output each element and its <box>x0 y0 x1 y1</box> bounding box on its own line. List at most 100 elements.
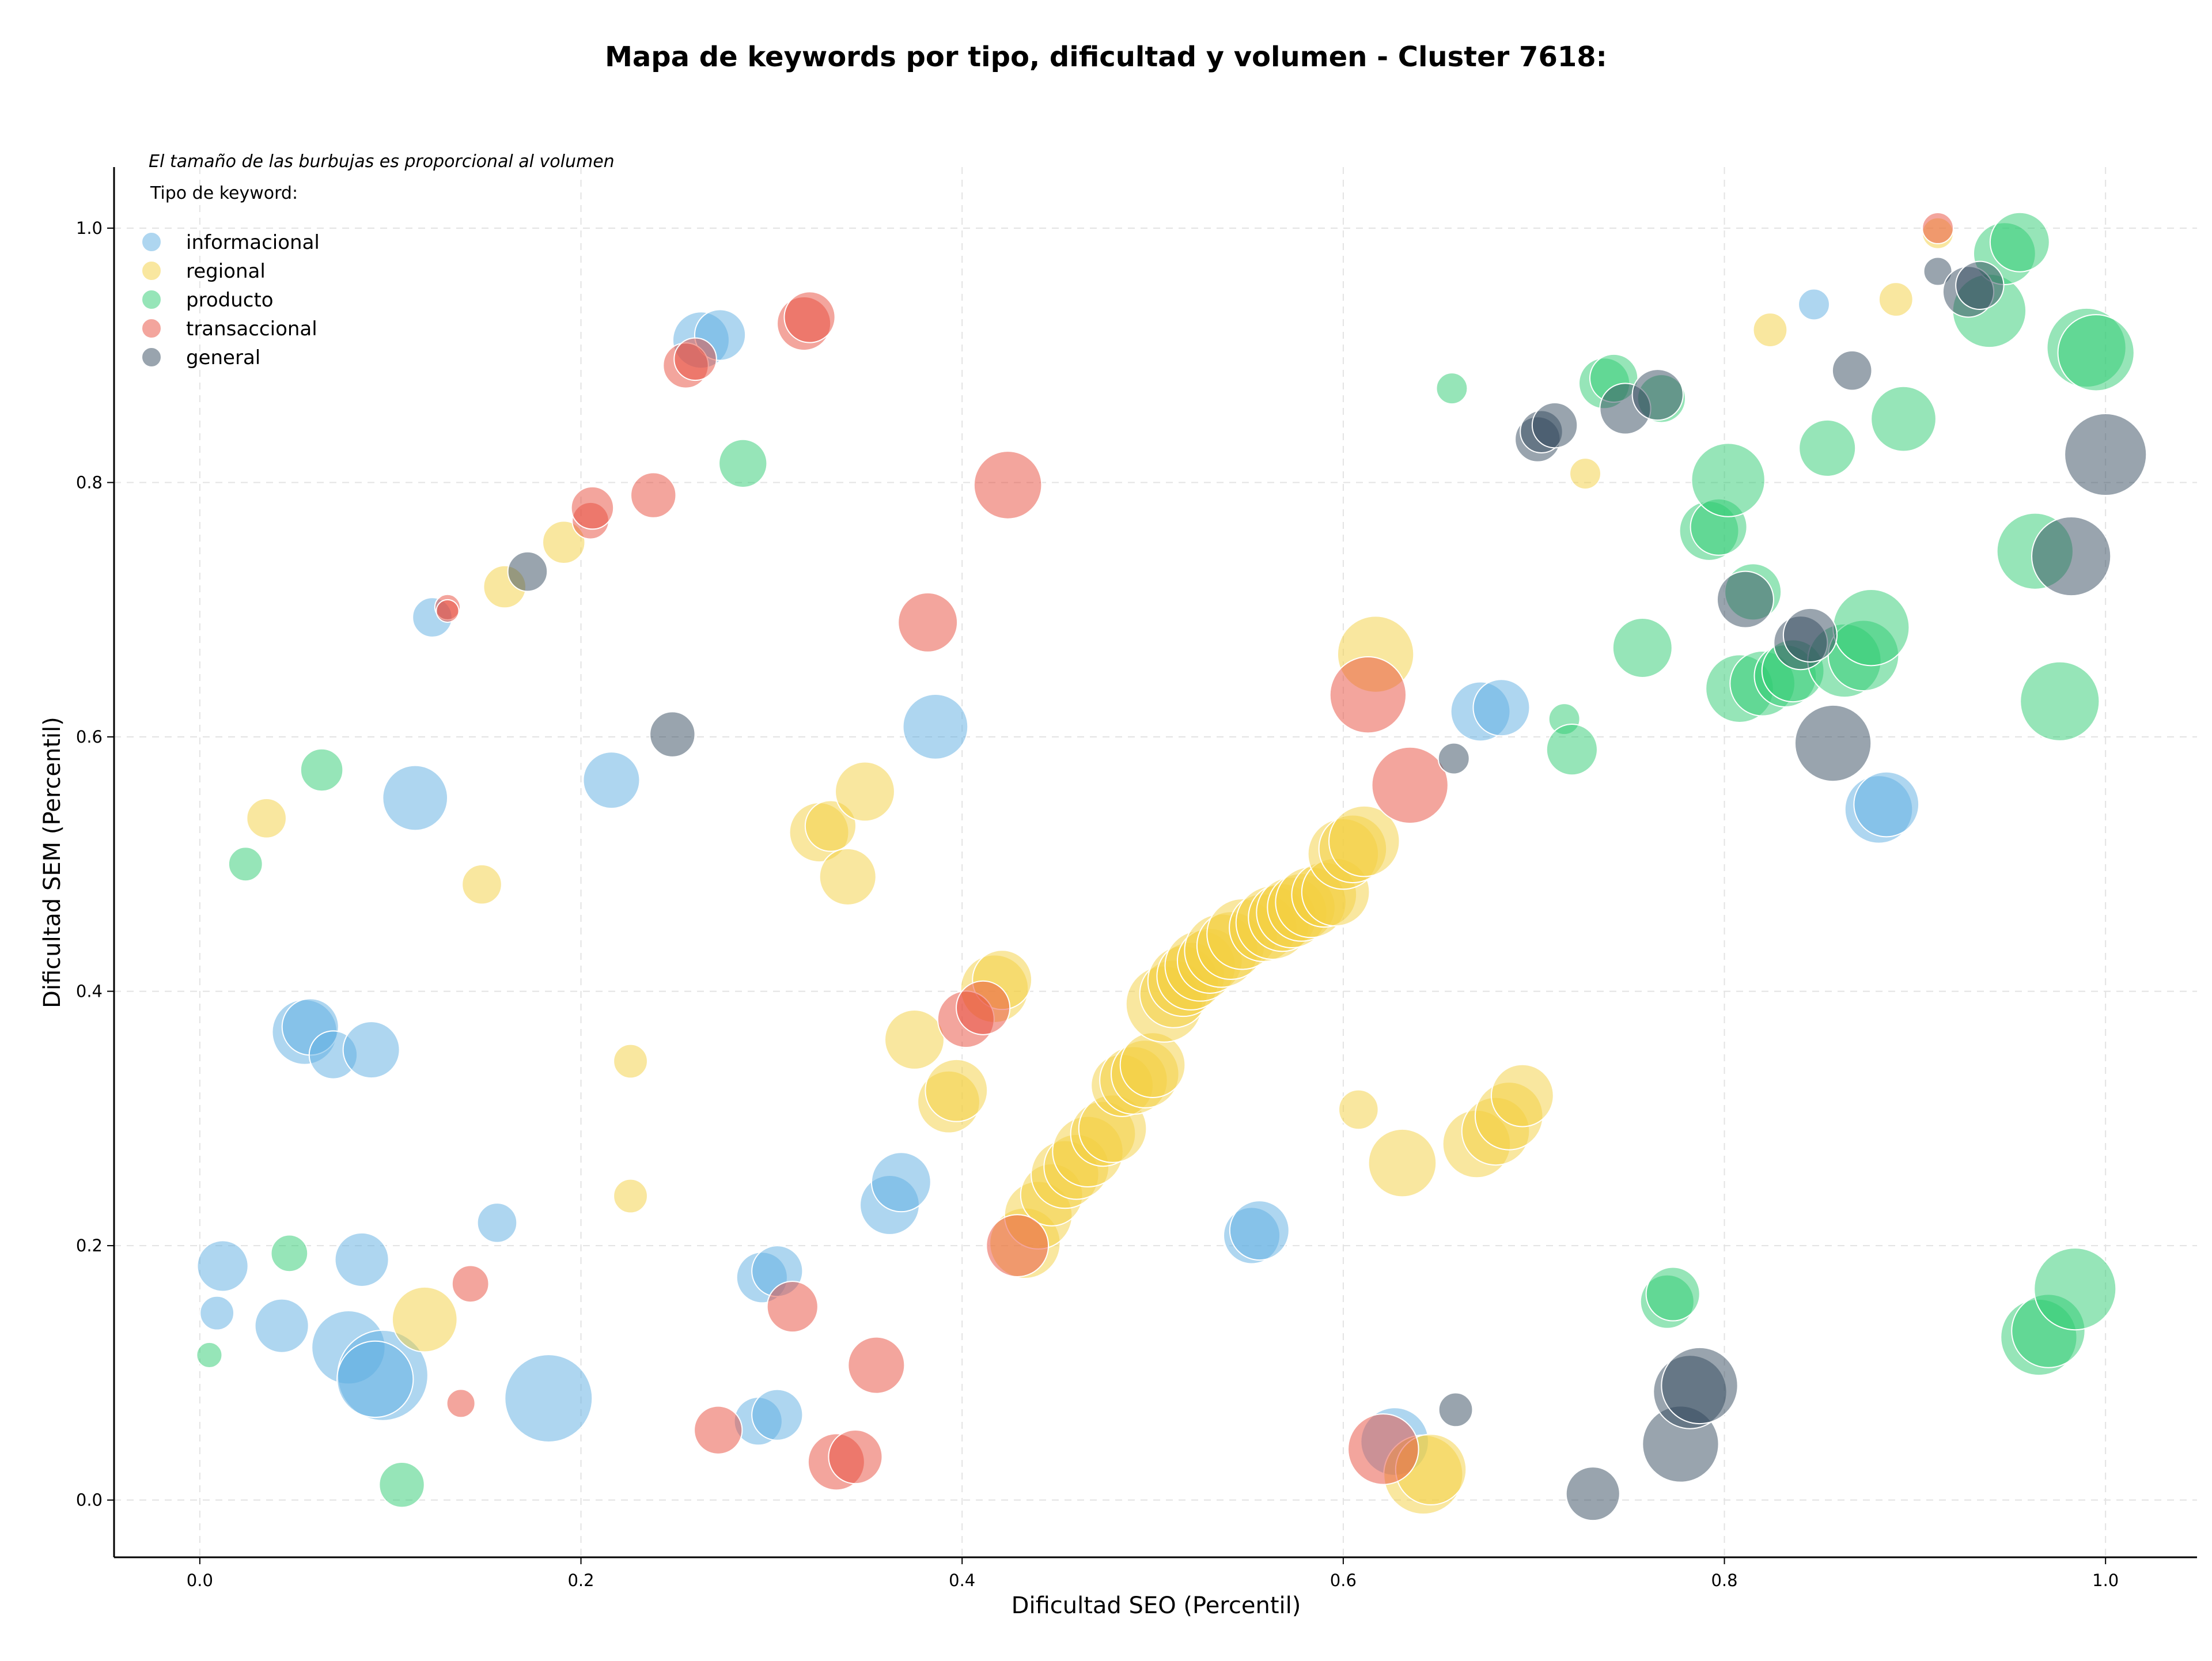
x-axis-label: Dificultad SEO (Percentil) <box>1012 1592 1301 1619</box>
data-point <box>199 1295 235 1331</box>
legend-item-producto: producto <box>141 289 274 312</box>
data-point <box>1955 260 2005 310</box>
data-point <box>476 1202 518 1243</box>
data-point <box>847 1336 906 1394</box>
data-point <box>956 980 1011 1035</box>
data-point <box>1870 385 1937 452</box>
x-tick-label: 0.4 <box>949 1571 975 1590</box>
legend-label: transaccional <box>186 317 317 340</box>
data-point <box>649 711 696 758</box>
legend-item-regional: regional <box>141 260 266 283</box>
series-transaccional <box>434 212 1955 1491</box>
data-point <box>270 1234 309 1273</box>
data-point <box>2033 1247 2117 1331</box>
data-point <box>1347 1413 1419 1485</box>
data-point <box>1691 442 1766 517</box>
data-point <box>1328 805 1400 877</box>
data-point <box>925 1058 988 1122</box>
chart-note: El tamaño de las burbujas es proporciona… <box>149 152 615 172</box>
data-point <box>1438 1392 1474 1428</box>
data-point <box>196 1341 223 1369</box>
x-tick-label: 0.6 <box>1330 1571 1357 1590</box>
legend-item-informacional: informacional <box>141 231 320 254</box>
data-point <box>2057 314 2135 392</box>
legend-item-transaccional: transaccional <box>141 317 317 340</box>
series-general <box>507 256 2147 1522</box>
data-point <box>1794 704 1872 782</box>
series-producto <box>196 211 2135 1508</box>
data-point <box>435 599 460 623</box>
y-tick-label: 0.4 <box>76 982 103 1001</box>
data-point <box>246 798 287 839</box>
legend-marker <box>141 260 162 281</box>
y-tick-label: 0.8 <box>76 473 103 493</box>
data-point <box>1716 570 1774 629</box>
data-point <box>254 1298 309 1353</box>
data-point <box>1631 369 1684 421</box>
data-point <box>507 551 548 592</box>
data-point <box>1338 1089 1379 1130</box>
data-point <box>1878 282 1914 317</box>
data-point <box>1782 607 1838 663</box>
data-point <box>336 1340 414 1418</box>
data-point <box>1368 1128 1437 1198</box>
legend-item-general: general <box>141 346 260 369</box>
legend-marker <box>141 289 162 310</box>
data-point <box>870 1152 931 1213</box>
data-point <box>1490 1064 1554 1127</box>
data-point <box>1472 679 1531 737</box>
y-tick-label: 0.0 <box>76 1490 103 1510</box>
data-point <box>902 694 969 760</box>
axis-ticks: 0.0 0.2 0.4 0.6 0.8 1.0 0.0 0.2 0.4 0.6 0.8 1.0 <box>76 218 2119 1590</box>
y-tick-label: 1.0 <box>76 218 103 238</box>
data-point <box>570 486 615 530</box>
data-point <box>1831 350 1873 391</box>
data-point <box>2020 661 2100 741</box>
data-point <box>1989 211 2050 273</box>
data-point <box>542 520 586 565</box>
data-point <box>451 1265 490 1303</box>
chart-title: Mapa de keywords por tipo, dificultad y … <box>605 41 1607 73</box>
data-point <box>446 1388 476 1418</box>
data-point <box>378 1461 425 1508</box>
data-point <box>461 864 502 905</box>
data-point <box>1752 312 1788 347</box>
data-point <box>694 1405 743 1455</box>
legend-label: producto <box>186 289 274 312</box>
legend-title: Tipo de keyword: <box>150 183 298 203</box>
data-point <box>1435 372 1468 405</box>
legend-label: general <box>186 346 260 369</box>
data-point <box>1798 288 1830 321</box>
data-point <box>973 451 1043 520</box>
legend-label: informacional <box>186 231 320 254</box>
data-point <box>1531 402 1578 449</box>
data-point <box>783 291 836 343</box>
data-point <box>819 847 877 906</box>
data-point <box>1329 656 1407 734</box>
data-point <box>334 1232 389 1287</box>
data-points <box>196 211 2147 1522</box>
data-point <box>613 1178 648 1214</box>
data-point <box>1565 1466 1620 1522</box>
data-point <box>897 592 959 653</box>
data-point <box>504 1354 593 1443</box>
data-point <box>1371 746 1449 824</box>
data-point <box>828 1429 883 1485</box>
legend: El tamaño de las burbujas es proporciona… <box>141 152 615 369</box>
y-tick-label: 0.6 <box>76 727 103 747</box>
data-point <box>582 751 641 809</box>
legend-marker <box>141 347 162 368</box>
x-tick-label: 0.8 <box>1711 1571 1737 1590</box>
data-point <box>1923 256 1953 286</box>
data-point <box>718 438 768 489</box>
data-point <box>300 748 344 792</box>
data-point <box>2064 413 2147 496</box>
data-point <box>196 1240 249 1292</box>
data-point <box>804 800 857 852</box>
x-tick-label: 0.2 <box>567 1571 594 1590</box>
x-tick-label: 0.0 <box>187 1571 213 1590</box>
data-point <box>2031 516 2112 597</box>
data-point <box>1645 1266 1700 1322</box>
data-point <box>1546 724 1598 776</box>
